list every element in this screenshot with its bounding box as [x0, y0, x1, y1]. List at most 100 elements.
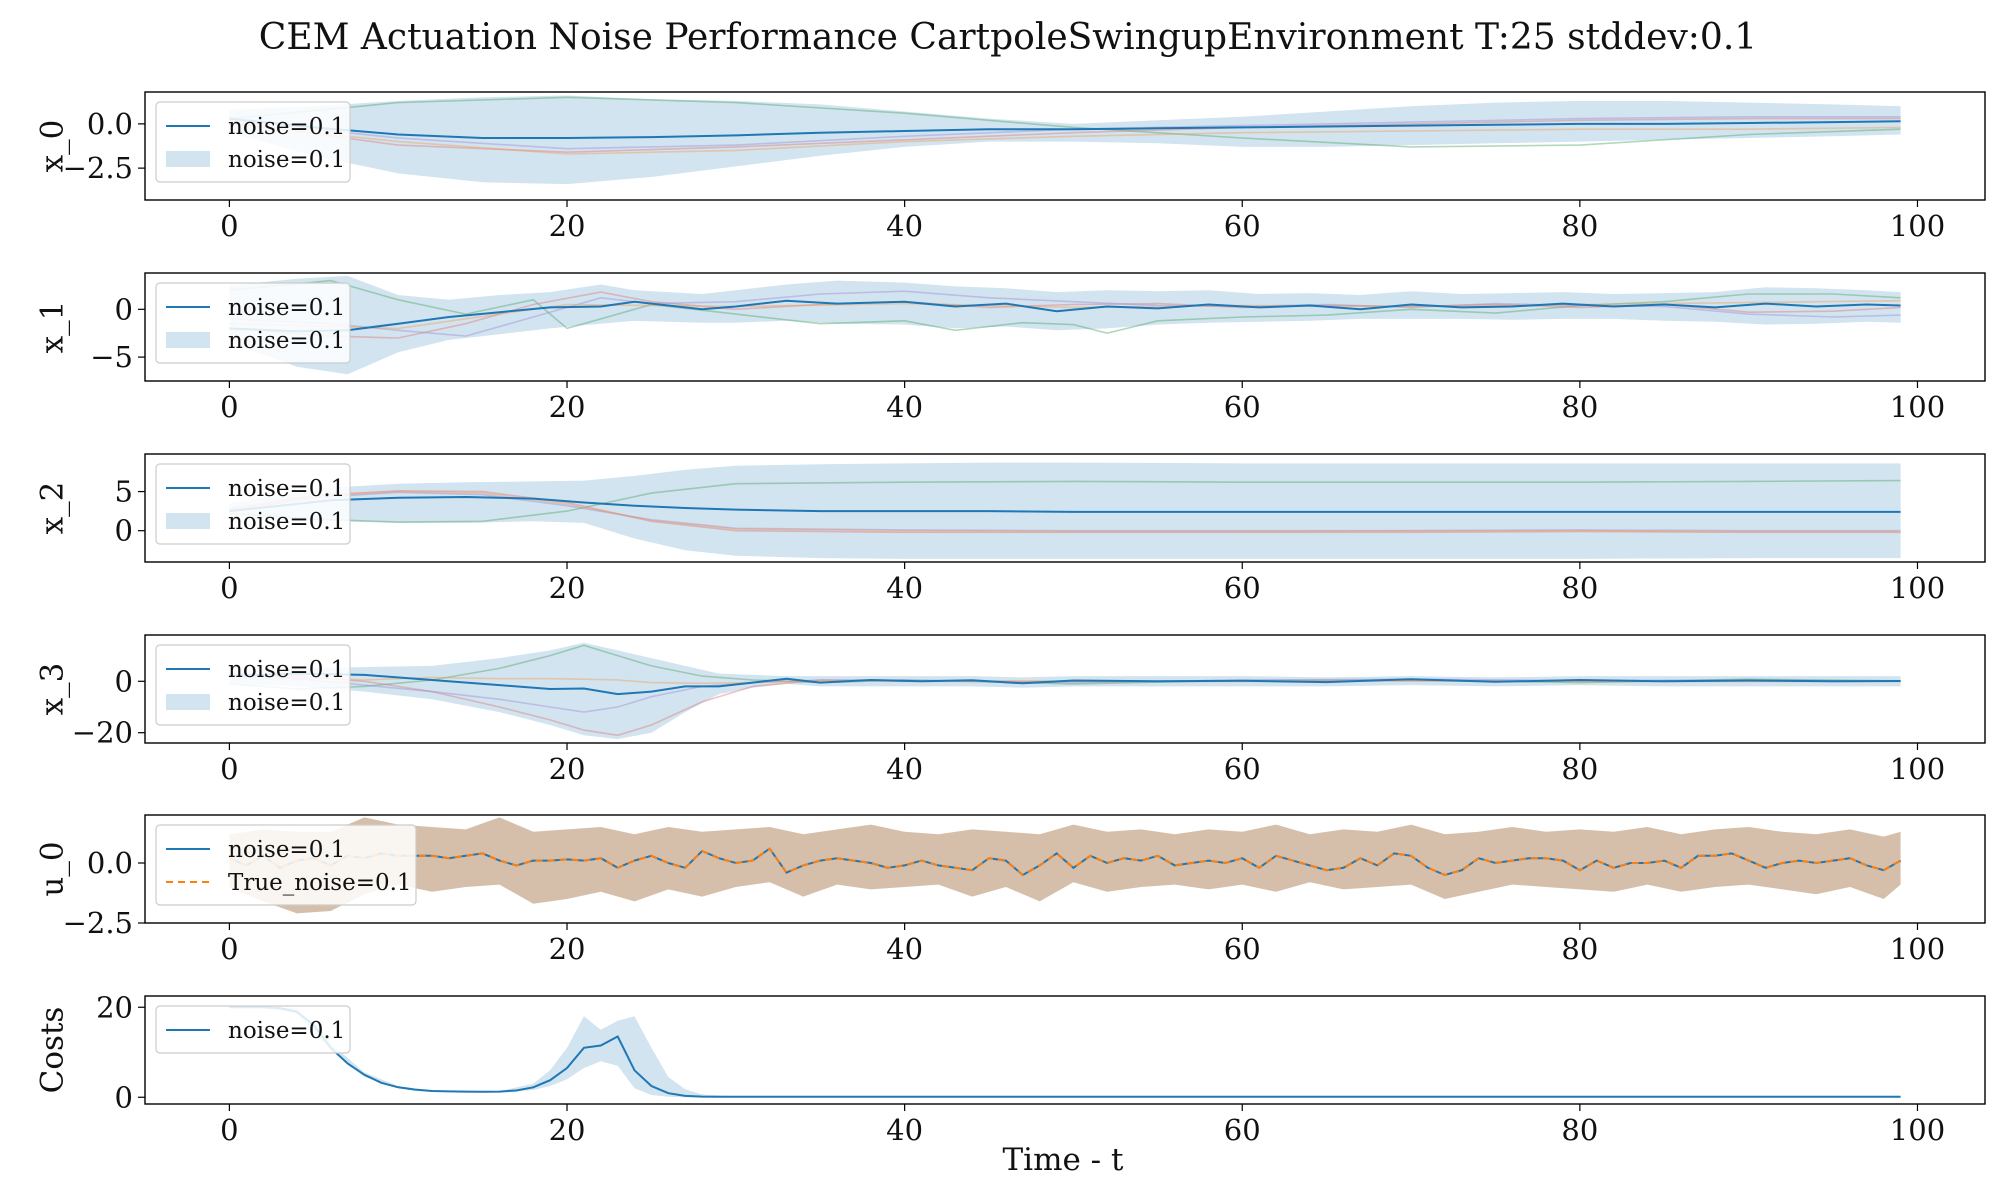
y-axis-label: x_2	[35, 482, 71, 535]
legend-label: noise=0.1	[228, 476, 345, 502]
y-tick-label: 20	[96, 990, 133, 1024]
legend-label: noise=0.1	[228, 114, 345, 140]
y-axis-label: x_1	[35, 301, 71, 354]
legend-band-swatch	[166, 694, 210, 710]
x-tick-label: 60	[1224, 571, 1261, 605]
x-tick-label: 80	[1561, 209, 1598, 243]
x-tick-label: 0	[220, 571, 238, 605]
legend-box	[155, 824, 417, 906]
legend-band-swatch	[166, 332, 210, 348]
legend-label: noise=0.1	[228, 328, 345, 354]
legend: noise=0.1 noise=0.1	[155, 282, 351, 364]
sample-line-2	[229, 489, 1901, 534]
plot-area	[229, 642, 1901, 740]
mean-line	[229, 117, 1901, 139]
subplot-u-0: 0 20 40 60 80 100 0.0 −2.5 u_0 noise=0.1 True_nois…	[35, 814, 1986, 966]
y-axis-label: u_0	[35, 841, 71, 896]
sample-line-1	[229, 479, 1901, 523]
mean-line	[229, 672, 1901, 696]
axis-frame	[144, 814, 1986, 924]
subplot-costs: 0 20 40 60 80 100 20 0 Costs noise=0.1	[35, 990, 1986, 1147]
x-tick-label: 20	[549, 390, 586, 424]
x-tick-label: 40	[886, 752, 923, 786]
axis-frame	[144, 995, 1986, 1105]
plot-area	[229, 462, 1901, 559]
x-tick-label: 40	[886, 390, 923, 424]
x-tick-label: 0	[220, 390, 238, 424]
x-tick-label: 20	[549, 1113, 586, 1147]
true-line	[229, 847, 1902, 877]
mean-line	[229, 495, 1901, 513]
x-tick-label: 60	[1224, 390, 1261, 424]
x-tick-label: 80	[1561, 571, 1598, 605]
legend-band-swatch	[166, 513, 210, 529]
y-tick-label: 0.0	[87, 846, 133, 880]
y-tick-label: 5	[115, 475, 133, 509]
x-tick-label: 0	[220, 209, 238, 243]
x-tick-label: 20	[549, 932, 586, 966]
x-tick-label: 0	[220, 932, 238, 966]
mean-line	[229, 1006, 1901, 1098]
sample-line-2	[229, 672, 1901, 737]
y-tick-label: −5	[90, 340, 133, 374]
y-axis-label: x_3	[35, 663, 71, 716]
legend: noise=0.1	[155, 1005, 351, 1054]
sample-line-1	[229, 96, 1901, 148]
legend-box	[155, 463, 351, 545]
axis-frame	[144, 453, 1986, 563]
legend-label: noise=0.1	[228, 1018, 345, 1044]
sample-line-2	[229, 117, 1901, 154]
plot-area	[229, 95, 1901, 185]
axis-frame	[144, 91, 1986, 201]
plot-area	[229, 817, 1902, 914]
y-tick-label: 0	[115, 1080, 133, 1114]
legend: noise=0.1 noise=0.1	[155, 644, 351, 726]
x-tick-label: 60	[1224, 932, 1261, 966]
subplots: 0 20 40 60 80 100 0.0 −2.5x_0 noise=0.1 noise=0.1…	[35, 91, 1986, 1147]
axis-frame	[144, 634, 1986, 744]
sample-line-4	[229, 490, 1901, 533]
x-tick-label: 100	[1890, 209, 1945, 243]
legend-label: True_noise=0.1	[228, 870, 412, 896]
x-tick-label: 20	[549, 752, 586, 786]
x-tick-label: 0	[220, 752, 238, 786]
std-band	[229, 1007, 1901, 1098]
y-tick-label: 0	[115, 664, 133, 698]
x-tick-label: 40	[886, 571, 923, 605]
legend: noise=0.1 noise=0.1	[155, 463, 351, 545]
y-tick-label: 0	[115, 514, 133, 548]
legend-label: noise=0.1	[228, 147, 345, 173]
legend-label: noise=0.1	[228, 837, 345, 863]
legend-band-swatch	[166, 151, 210, 167]
sample-line-4	[229, 299, 1901, 330]
x-tick-label: 40	[886, 209, 923, 243]
y-tick-label: 0.0	[87, 107, 133, 141]
std-band	[229, 642, 1901, 740]
legend-box	[155, 282, 351, 364]
x-tick-label: 80	[1561, 390, 1598, 424]
x-tick-label: 80	[1561, 752, 1598, 786]
axis-frame	[144, 272, 1986, 382]
sample-line-4	[229, 123, 1901, 155]
y-axis-label: Costs	[35, 1007, 71, 1094]
y-tick-label: −20	[72, 716, 133, 750]
subplot-x-2: 0 20 40 60 80 100 5 0 x_2 noise=0.1 noise=0.1	[35, 453, 1986, 605]
y-axis-label: x_0	[35, 120, 71, 173]
x-tick-label: 80	[1561, 1113, 1598, 1147]
plot-area	[229, 1006, 1901, 1098]
legend-label: noise=0.1	[228, 690, 345, 716]
x-tick-label: 100	[1890, 1113, 1945, 1147]
legend-box	[155, 1005, 351, 1054]
legend-label: noise=0.1	[228, 509, 345, 535]
x-tick-label: 20	[549, 209, 586, 243]
std-band	[229, 275, 1901, 375]
x-tick-label: 60	[1224, 752, 1261, 786]
x-tick-label: 60	[1224, 209, 1261, 243]
x-tick-label: 100	[1890, 390, 1945, 424]
subplot-x-3: 0 20 40 60 80 100 0 −20x_3 noise=0.1 noise=0.1	[35, 634, 1986, 786]
std-band	[229, 817, 1901, 914]
y-tick-label: −2.5	[63, 151, 133, 185]
x-tick-label: 100	[1890, 571, 1945, 605]
x-tick-label: 20	[549, 571, 586, 605]
